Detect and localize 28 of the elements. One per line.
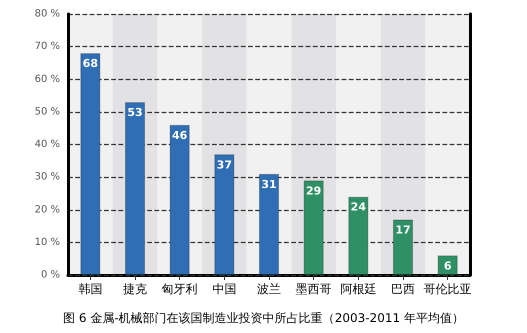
x-tick-label: 哥伦比亚	[424, 282, 472, 296]
x-tick-label: 巴西	[391, 282, 415, 296]
y-tick-label: 70 %	[34, 41, 60, 52]
data-label: 6	[444, 259, 452, 272]
data-label: 24	[350, 200, 366, 214]
y-tick-label: 0 %	[40, 270, 60, 280]
data-label: 68	[82, 57, 98, 70]
y-tick-label: 80 %	[34, 8, 60, 20]
x-tick-label: 中国	[212, 282, 236, 296]
x-tick-label: 阿根廷	[340, 282, 376, 296]
text: 图 6 金属-机械部门在该国制造业投资中所占比重（2003-2011 年平均值）	[63, 311, 464, 325]
data-label: 31	[261, 178, 277, 191]
y-tick-label: 10 %	[34, 236, 60, 248]
y-tick-label: 50 %	[34, 106, 60, 118]
x-tick-label: 波兰	[257, 282, 281, 296]
x-tick-label: 韩国	[78, 282, 102, 296]
y-tick-label: 20 %	[34, 204, 60, 216]
x-tick-label: 墨西哥	[296, 282, 332, 296]
data-label: 53	[127, 106, 143, 120]
y-tick-label: 40 %	[34, 139, 60, 150]
y-tick-label: 30 %	[34, 172, 60, 183]
data-label: 37	[216, 158, 232, 172]
y-tick-label: 60 %	[34, 74, 60, 85]
data-label: 29	[306, 184, 322, 198]
x-tick-label: 捷克	[123, 282, 147, 296]
x-tick-label: 匈牙利	[162, 282, 198, 296]
data-label: 46	[172, 128, 188, 142]
data-label: 17	[395, 224, 411, 237]
